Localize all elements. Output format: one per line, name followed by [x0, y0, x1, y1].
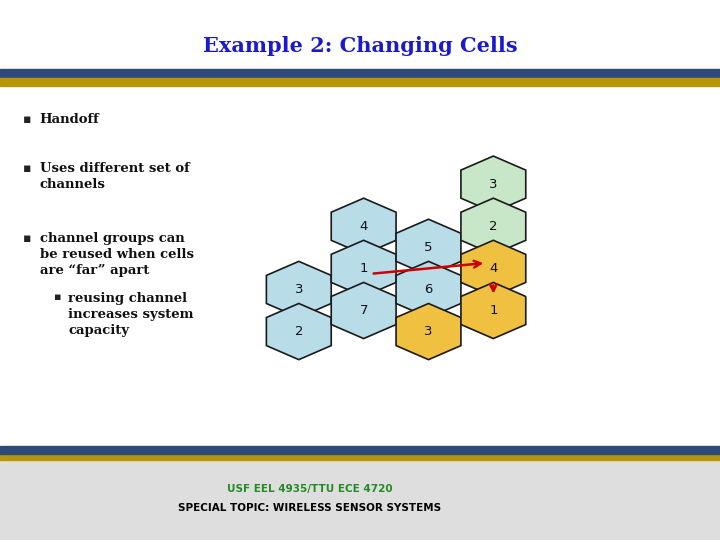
FancyArrowPatch shape: [374, 261, 480, 274]
Text: 1: 1: [359, 262, 368, 275]
Polygon shape: [396, 219, 461, 275]
Text: 7: 7: [359, 304, 368, 317]
Polygon shape: [461, 282, 526, 339]
Text: 6: 6: [424, 283, 433, 296]
FancyArrowPatch shape: [490, 284, 497, 291]
Text: 2: 2: [294, 325, 303, 338]
Polygon shape: [461, 156, 526, 212]
Text: USF EEL 4935/TTU ECE 4720: USF EEL 4935/TTU ECE 4720: [227, 484, 392, 494]
Text: 4: 4: [489, 262, 498, 275]
Text: Uses different set of
channels: Uses different set of channels: [40, 162, 189, 191]
Text: 4: 4: [359, 220, 368, 233]
Text: 3: 3: [294, 283, 303, 296]
Polygon shape: [331, 240, 396, 296]
Text: channel groups can
be reused when cells
are “far” apart: channel groups can be reused when cells …: [40, 232, 194, 277]
Text: 1: 1: [489, 304, 498, 317]
Polygon shape: [396, 261, 461, 318]
Polygon shape: [331, 282, 396, 339]
Text: Handoff: Handoff: [40, 113, 99, 126]
Bar: [0, 460, 720, 540]
Text: Example 2: Changing Cells: Example 2: Changing Cells: [203, 36, 517, 56]
Text: 5: 5: [424, 241, 433, 254]
Polygon shape: [266, 303, 331, 360]
Polygon shape: [396, 303, 461, 360]
Polygon shape: [461, 240, 526, 296]
Text: reusing channel
increases system
capacity: reusing channel increases system capacit…: [68, 292, 194, 336]
Text: SPECIAL TOPIC: WIRELESS SENSOR SYSTEMS: SPECIAL TOPIC: WIRELESS SENSOR SYSTEMS: [178, 503, 441, 512]
Polygon shape: [266, 261, 331, 318]
Text: ▪: ▪: [23, 232, 32, 245]
Text: 3: 3: [489, 178, 498, 191]
Bar: [0, 78, 720, 86]
Text: 3: 3: [424, 325, 433, 338]
Bar: [0, 454, 720, 460]
Text: ▪: ▪: [23, 113, 32, 126]
Text: ▪: ▪: [54, 292, 61, 302]
Bar: [0, 69, 720, 78]
Polygon shape: [331, 198, 396, 254]
Polygon shape: [461, 198, 526, 254]
Text: 2: 2: [489, 220, 498, 233]
Text: ▪: ▪: [23, 162, 32, 175]
Bar: [0, 446, 720, 454]
